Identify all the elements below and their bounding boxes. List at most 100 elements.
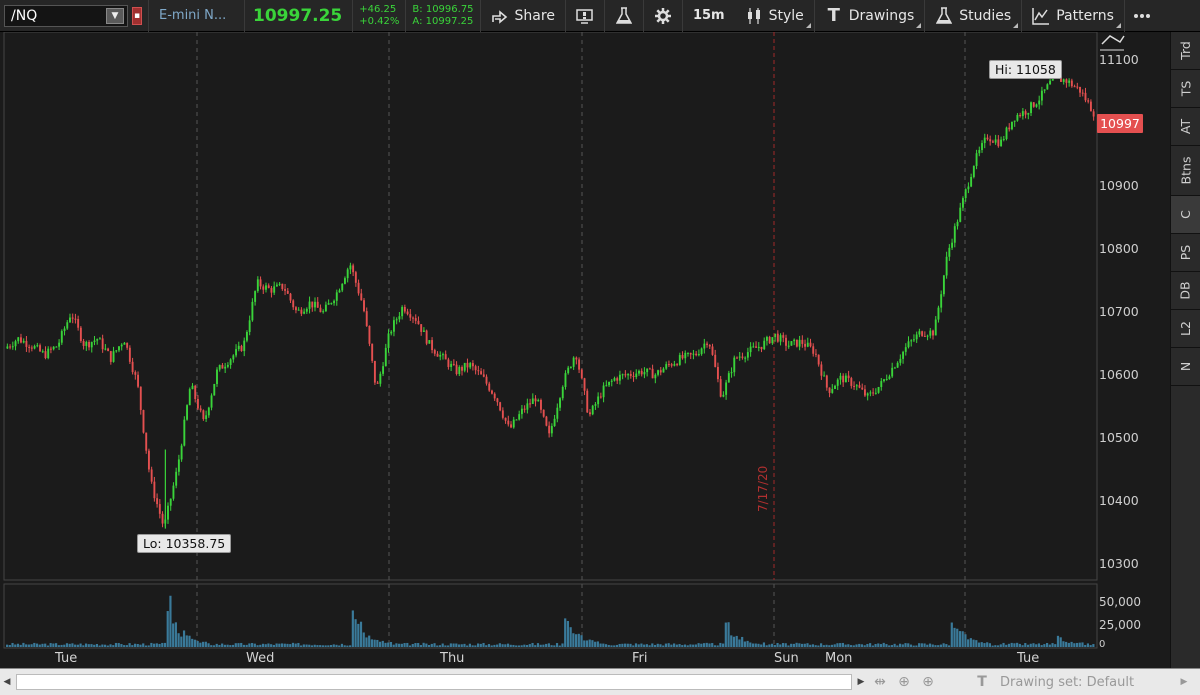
candle-body <box>834 385 836 389</box>
candle-body <box>235 349 238 356</box>
candle-body <box>929 330 932 336</box>
candle-body <box>578 359 581 370</box>
candle-body <box>1060 76 1062 82</box>
fit-width-icon[interactable]: ⇹ <box>874 674 886 690</box>
crosshair-icon[interactable]: ⊕ <box>898 674 910 690</box>
price-chart[interactable] <box>0 32 1170 668</box>
candle-body <box>638 370 640 374</box>
candle-body <box>782 335 785 338</box>
drawings-button[interactable]: T Drawings <box>815 0 925 32</box>
candle-body <box>981 143 983 151</box>
tab-btns[interactable]: Btns <box>1171 146 1200 196</box>
candle-body <box>1040 90 1043 101</box>
flask-button[interactable] <box>605 0 643 32</box>
more-button[interactable] <box>1125 0 1159 32</box>
patterns-label: Patterns <box>1056 7 1114 24</box>
candle-body <box>594 404 597 406</box>
candle-body <box>779 335 782 342</box>
volume-bar <box>596 641 599 647</box>
candle-body <box>308 301 311 309</box>
candle-body <box>970 176 973 187</box>
drawing-set-label[interactable]: Drawing set: Default <box>1000 674 1135 690</box>
volume-bar <box>547 643 550 647</box>
candle-body <box>346 269 349 279</box>
alert-flag-icon[interactable]: ▪ <box>132 6 142 25</box>
y-tick: 10500 <box>1099 430 1139 445</box>
last-price-badge: 10997 <box>1097 114 1143 133</box>
volume-bar <box>313 644 316 647</box>
tab-db[interactable]: DB <box>1171 272 1200 310</box>
volume-bar <box>945 644 948 647</box>
scroll-left-icon[interactable]: ◀ <box>3 677 11 687</box>
horizontal-scrollbar[interactable] <box>16 674 852 690</box>
chart-settings-button[interactable] <box>566 0 604 32</box>
volume-bar <box>362 632 365 647</box>
volume-bar <box>697 643 700 647</box>
text-t-icon[interactable]: T <box>977 674 987 690</box>
divider <box>352 0 354 32</box>
volume-bar <box>1029 643 1032 647</box>
tab-trd[interactable]: Trd <box>1171 32 1200 70</box>
candle-body <box>757 346 760 348</box>
volume-bar <box>988 643 992 647</box>
candle-body <box>567 367 570 374</box>
patterns-button[interactable]: Patterns <box>1022 0 1124 32</box>
volume-bar <box>11 642 14 647</box>
tab-ps[interactable]: PS <box>1171 234 1200 272</box>
candle-body <box>77 319 80 328</box>
timeframe-button[interactable]: 15m <box>683 0 735 32</box>
candle-body <box>458 366 461 375</box>
style-button[interactable]: Style <box>735 0 814 32</box>
candle-body <box>880 381 883 387</box>
volume-bar <box>975 640 978 647</box>
candle-body <box>550 426 553 434</box>
volume-bar <box>626 643 629 647</box>
candle-body <box>959 207 962 222</box>
tab-c[interactable]: C <box>1171 196 1200 234</box>
volume-bar <box>550 645 553 647</box>
candle-body <box>621 374 624 376</box>
zoom-icon[interactable]: ⊕ <box>922 674 934 690</box>
symbol-input[interactable]: /NQ ▼ <box>4 4 128 27</box>
volume-bar <box>545 643 548 647</box>
share-button[interactable]: Share <box>481 0 565 32</box>
tab-ts[interactable]: TS <box>1171 70 1200 108</box>
volume-bar <box>738 639 741 647</box>
tab-n[interactable]: N <box>1171 348 1200 386</box>
candle-body <box>962 198 964 208</box>
collapse-icon[interactable]: ▶ <box>1180 677 1188 687</box>
volume-bar <box>898 643 902 647</box>
flask-icon <box>615 6 633 25</box>
volume-bar <box>1013 643 1016 647</box>
candle-body <box>1038 100 1041 105</box>
candle-body <box>147 450 150 470</box>
tab-label: L2 <box>1177 321 1193 336</box>
scroll-right-icon[interactable]: ▶ <box>857 677 865 687</box>
volume-bar <box>1092 644 1095 647</box>
candle-body <box>648 368 651 370</box>
candle-body <box>945 256 948 276</box>
volume-bar <box>645 644 648 647</box>
candle-body <box>899 358 902 363</box>
tab-at[interactable]: AT <box>1171 108 1200 146</box>
tab-l2[interactable]: L2 <box>1171 310 1200 348</box>
settings-button[interactable] <box>644 0 682 32</box>
volume-bar <box>569 627 572 647</box>
candle-body <box>363 300 365 312</box>
ask-price: A: 10997.25 <box>412 15 474 27</box>
monitor-alert-icon <box>576 7 594 25</box>
studies-button[interactable]: Studies <box>925 0 1021 32</box>
candle-body <box>885 378 888 380</box>
chevron-down-icon[interactable]: ▼ <box>106 7 124 24</box>
candle-body <box>461 366 463 371</box>
candle-body <box>265 285 267 290</box>
volume-bar <box>947 645 951 647</box>
volume-bar <box>452 643 455 647</box>
candle-body <box>420 324 423 332</box>
chart-panel[interactable]: Hi: 11058 Lo: 10358.75 10997 7/17/20 111… <box>0 32 1170 668</box>
candle-body <box>360 293 363 301</box>
candle-body <box>586 390 589 413</box>
candle-body <box>55 346 58 348</box>
volume-bar <box>686 645 689 647</box>
